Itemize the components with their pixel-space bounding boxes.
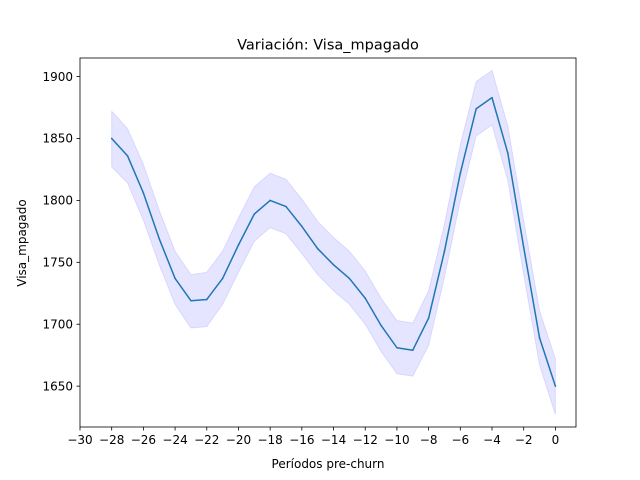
- x-tick-label: −8: [420, 433, 438, 447]
- data-point: [364, 297, 367, 300]
- x-tick-label: −26: [131, 433, 156, 447]
- data-point: [491, 96, 493, 99]
- x-tick-label: −2: [515, 433, 533, 447]
- x-tick-label: 0: [552, 433, 560, 447]
- data-point: [348, 277, 351, 280]
- data-point: [459, 172, 462, 174]
- data-point: [443, 250, 446, 252]
- data-point: [332, 263, 335, 266]
- chart-title: Variación: Visa_mpagado: [237, 38, 419, 54]
- y-axis-label: Visa_mpagado: [15, 199, 29, 286]
- y-tick-label: 1650: [42, 379, 73, 393]
- data-point: [475, 107, 477, 110]
- x-tick-label: −24: [162, 433, 187, 447]
- x-tick-label: −22: [194, 433, 219, 447]
- confidence-band-0: [111, 69, 556, 415]
- y-tick-label: 1850: [42, 132, 73, 146]
- data-point: [301, 225, 303, 228]
- data-point: [158, 237, 161, 240]
- x-tick-label: −18: [257, 433, 282, 447]
- y-tick-label: 1700: [42, 317, 73, 331]
- data-point: [396, 346, 398, 349]
- data-point: [126, 155, 129, 157]
- data-point: [427, 317, 430, 319]
- data-point: [522, 246, 525, 249]
- data-point: [316, 247, 319, 250]
- data-point: [285, 205, 287, 208]
- data-point: [142, 192, 145, 194]
- x-tick-label: −28: [99, 433, 124, 447]
- data-point: [174, 277, 176, 280]
- data-point: [507, 152, 509, 155]
- data-point: [253, 213, 256, 215]
- x-tick-label: −16: [289, 433, 314, 447]
- y-tick-label: 1750: [42, 256, 73, 270]
- x-tick-label: −30: [67, 433, 92, 447]
- x-axis-label: Períodos pre-churn: [272, 457, 385, 471]
- data-point: [110, 137, 113, 140]
- plot-area: [79, 57, 577, 428]
- x-tick-label: −12: [353, 433, 378, 447]
- x-tick-label: −10: [384, 433, 409, 447]
- data-point: [269, 199, 271, 202]
- axes-frame: [79, 57, 577, 428]
- y-tick-label: 1800: [42, 194, 73, 208]
- data-point: [205, 298, 208, 301]
- data-point: [221, 277, 224, 280]
- data-point: [190, 299, 192, 302]
- data-point: [411, 349, 414, 352]
- data-point: [554, 385, 557, 387]
- x-tick-label: −20: [226, 433, 251, 447]
- x-tick-label: −6: [451, 433, 469, 447]
- data-point: [538, 337, 541, 339]
- data-point: [237, 244, 240, 246]
- x-tick-label: −14: [321, 433, 346, 447]
- x-axis: −30 −28 −26 −24 −22 −20 −18 −16 −14 −12 −10 −8 −6 −4−…: [67, 427, 559, 447]
- x-tick-label: −4: [483, 433, 501, 447]
- y-axis: 1650 1700 1750 1800 1850 1900: [42, 70, 80, 393]
- y-tick-label: 1900: [42, 70, 73, 84]
- data-point: [380, 324, 382, 327]
